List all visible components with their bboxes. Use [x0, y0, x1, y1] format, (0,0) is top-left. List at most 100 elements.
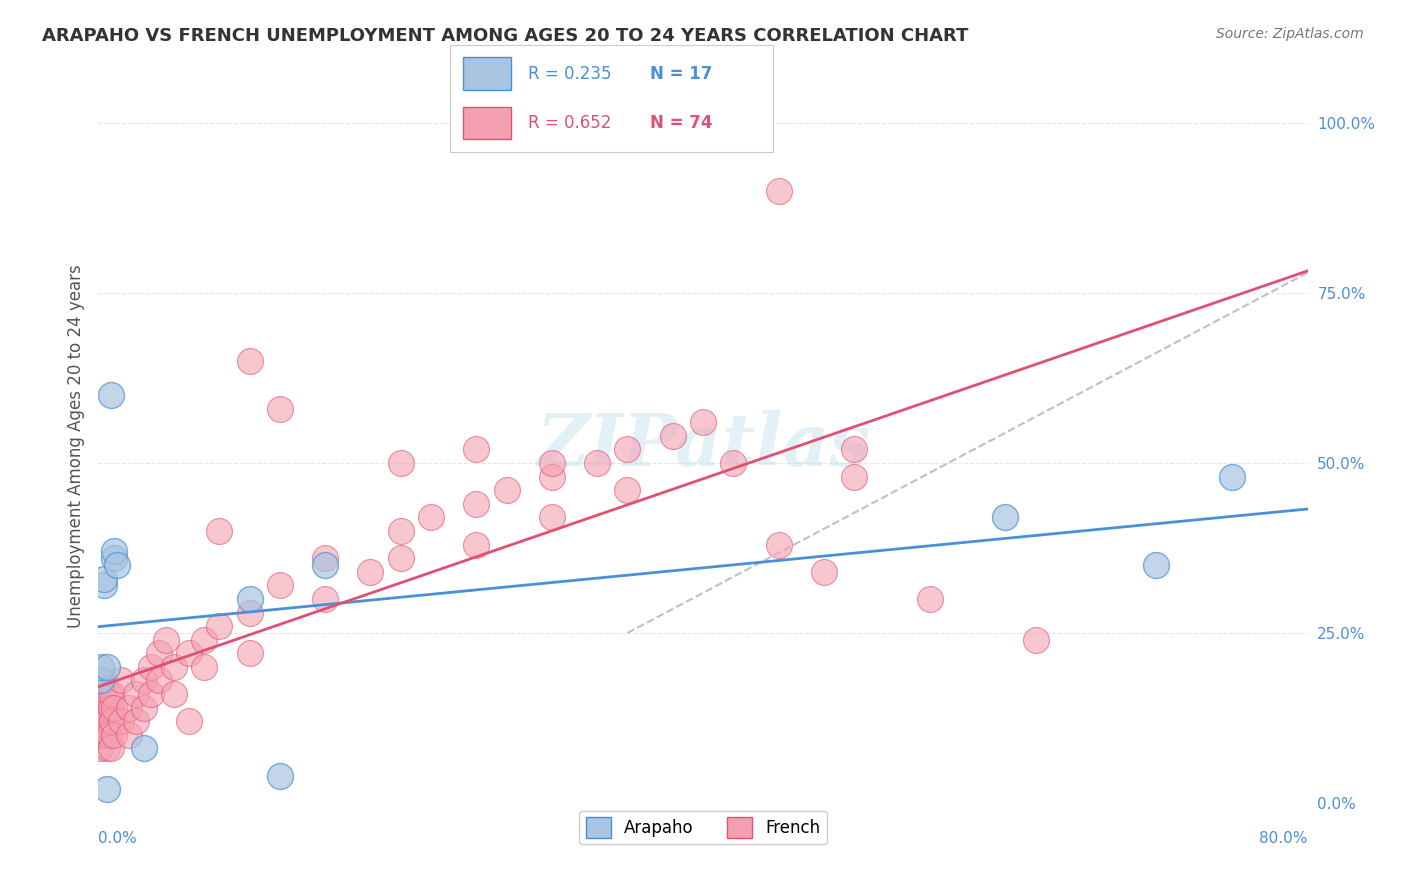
- Point: [239, 646, 262, 660]
- Point: [420, 510, 443, 524]
- Point: [269, 578, 291, 592]
- Point: [100, 700, 122, 714]
- Point: [360, 565, 382, 579]
- Point: [389, 456, 412, 470]
- Text: N = 17: N = 17: [651, 64, 713, 82]
- Point: [163, 660, 186, 674]
- Point: [100, 388, 122, 402]
- Point: [179, 714, 201, 729]
- Point: [1024, 632, 1046, 647]
- Point: [661, 429, 683, 443]
- Y-axis label: Unemployment Among Ages 20 to 24 years: Unemployment Among Ages 20 to 24 years: [66, 264, 84, 628]
- Point: [465, 497, 488, 511]
- Point: [118, 728, 141, 742]
- Point: [540, 510, 562, 524]
- Bar: [463, 107, 512, 139]
- Point: [193, 660, 215, 674]
- Point: [163, 687, 186, 701]
- Point: [616, 442, 638, 457]
- Point: [616, 483, 638, 498]
- Point: [768, 537, 790, 551]
- Point: [586, 456, 609, 470]
- Point: [314, 591, 336, 606]
- Point: [1144, 558, 1167, 572]
- Point: [141, 660, 163, 674]
- Point: [1220, 469, 1243, 483]
- Point: [103, 728, 125, 742]
- Point: [89, 714, 111, 729]
- Text: R = 0.652: R = 0.652: [527, 114, 610, 132]
- Point: [844, 442, 866, 457]
- Point: [314, 551, 336, 566]
- Point: [96, 714, 118, 729]
- Point: [96, 741, 118, 756]
- Point: [91, 687, 114, 701]
- Point: [100, 741, 122, 756]
- Point: [98, 687, 121, 701]
- Point: [314, 558, 336, 572]
- Point: [103, 700, 125, 714]
- Point: [118, 700, 141, 714]
- Point: [132, 700, 155, 714]
- Point: [994, 510, 1017, 524]
- Point: [465, 537, 488, 551]
- Point: [389, 524, 412, 538]
- Point: [96, 660, 118, 674]
- Point: [540, 456, 562, 470]
- Point: [465, 442, 488, 457]
- Point: [179, 646, 201, 660]
- Point: [103, 544, 125, 558]
- Point: [813, 565, 835, 579]
- Point: [208, 524, 231, 538]
- Point: [155, 632, 177, 647]
- Point: [90, 660, 112, 674]
- Point: [269, 401, 291, 416]
- Text: Source: ZipAtlas.com: Source: ZipAtlas.com: [1216, 27, 1364, 41]
- Point: [132, 673, 155, 688]
- Point: [141, 687, 163, 701]
- Point: [239, 606, 262, 620]
- Point: [692, 415, 714, 429]
- Text: ARAPAHO VS FRENCH UNEMPLOYMENT AMONG AGES 20 TO 24 YEARS CORRELATION CHART: ARAPAHO VS FRENCH UNEMPLOYMENT AMONG AGE…: [42, 27, 969, 45]
- Point: [918, 591, 941, 606]
- Point: [132, 741, 155, 756]
- Text: R = 0.235: R = 0.235: [527, 64, 612, 82]
- Point: [125, 687, 148, 701]
- Point: [94, 728, 117, 742]
- Point: [93, 714, 115, 729]
- Point: [89, 694, 111, 708]
- Point: [89, 741, 111, 756]
- Point: [103, 551, 125, 566]
- Text: 0.0%: 0.0%: [98, 831, 138, 847]
- Point: [239, 591, 262, 606]
- Point: [208, 619, 231, 633]
- Bar: [463, 57, 512, 89]
- Point: [90, 728, 112, 742]
- Point: [110, 714, 132, 729]
- Point: [110, 673, 132, 688]
- Point: [93, 572, 115, 586]
- Text: N = 74: N = 74: [651, 114, 713, 132]
- Point: [768, 184, 790, 198]
- Point: [239, 354, 262, 368]
- Point: [105, 558, 128, 572]
- Legend: Arapaho, French: Arapaho, French: [579, 811, 827, 845]
- Point: [148, 673, 170, 688]
- Point: [495, 483, 517, 498]
- Point: [93, 673, 115, 688]
- Point: [93, 578, 115, 592]
- Point: [90, 673, 112, 688]
- Point: [90, 700, 112, 714]
- Point: [723, 456, 745, 470]
- Point: [91, 728, 114, 742]
- Point: [125, 714, 148, 729]
- Point: [96, 782, 118, 797]
- Point: [98, 728, 121, 742]
- Point: [540, 469, 562, 483]
- Point: [94, 700, 117, 714]
- Point: [101, 687, 124, 701]
- Text: 80.0%: 80.0%: [1260, 831, 1308, 847]
- Text: ZIPatlas: ZIPatlas: [536, 410, 870, 482]
- Point: [844, 469, 866, 483]
- Point: [269, 769, 291, 783]
